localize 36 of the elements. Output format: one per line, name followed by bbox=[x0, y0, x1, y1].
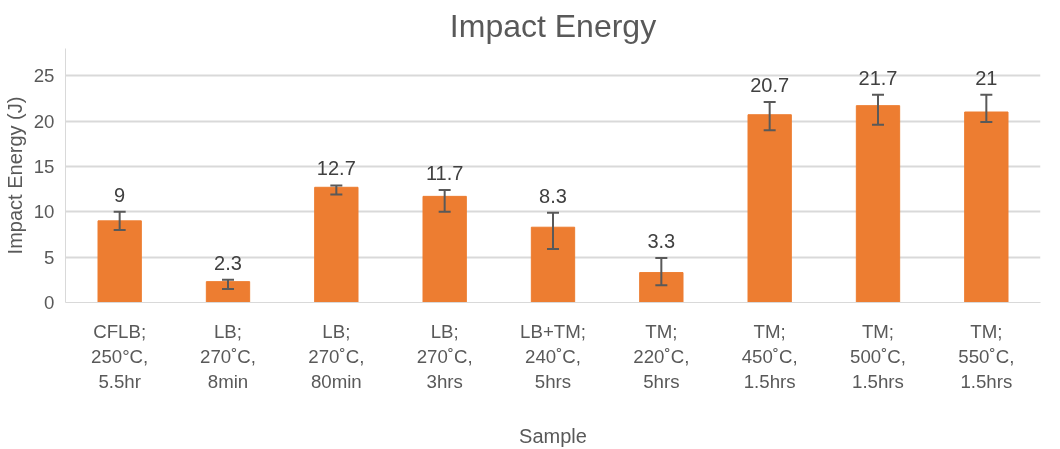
bar bbox=[530, 226, 576, 303]
x-tick-label: TM; 550˚C, 1.5hrs bbox=[958, 320, 1015, 392]
data-label: 2.3 bbox=[214, 251, 242, 274]
x-tick-label: TM; 500˚C, 1.5hrs bbox=[850, 320, 906, 392]
data-label: 11.7 bbox=[425, 162, 464, 185]
bar bbox=[205, 281, 251, 303]
data-label: 8.3 bbox=[539, 184, 567, 207]
x-tick-label: LB+TM; 240˚C, 5hrs bbox=[520, 320, 586, 392]
chart-title: Impact Energy bbox=[449, 7, 657, 44]
y-tick-label: 0 bbox=[44, 292, 55, 313]
x-tick-label: TM; 450˚C, 1.5hrs bbox=[741, 320, 798, 392]
data-label: 3.3 bbox=[647, 230, 676, 253]
y-axis-title: Impact Energy (J) bbox=[3, 96, 26, 255]
x-tick-label: TM; 220˚C, 5hrs bbox=[633, 320, 690, 392]
bar bbox=[639, 272, 684, 303]
x-axis-title: Sample bbox=[519, 424, 587, 447]
bar bbox=[422, 195, 467, 303]
bar bbox=[314, 186, 359, 303]
y-tick-label: 5 bbox=[44, 246, 55, 268]
data-label: 9 bbox=[114, 183, 126, 206]
x-tick-label: LB; 270˚C, 80min bbox=[308, 320, 365, 392]
y-tick-label: 10 bbox=[33, 201, 55, 223]
bar bbox=[747, 114, 792, 303]
bar bbox=[964, 111, 1009, 303]
data-label: 21 bbox=[975, 66, 998, 89]
x-tick-label: LB; 270˚C, 3hrs bbox=[416, 320, 473, 392]
data-label: 20.7 bbox=[750, 74, 790, 97]
y-tick-label: 20 bbox=[33, 110, 55, 132]
data-label: 21.7 bbox=[858, 66, 898, 89]
y-tick-label: 25 bbox=[33, 65, 55, 87]
data-label: 12.7 bbox=[316, 157, 356, 180]
x-tick-label: LB; 270˚C, 8min bbox=[200, 320, 256, 392]
y-tick-label: 15 bbox=[33, 155, 55, 177]
x-tick-label: CFLB; 250°C, 5.5hr bbox=[91, 320, 149, 392]
bar bbox=[97, 220, 142, 303]
bar bbox=[855, 105, 901, 303]
